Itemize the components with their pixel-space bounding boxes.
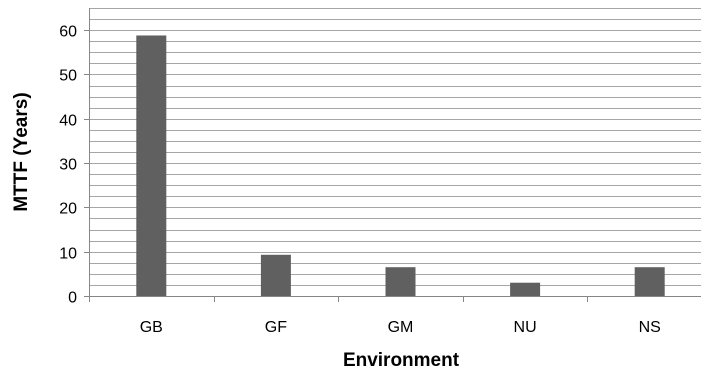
y-tick-label: 20	[59, 201, 77, 218]
bars	[136, 35, 665, 297]
x-axis-title: Environment	[343, 350, 460, 371]
bar-gm	[385, 267, 416, 296]
gridlines	[89, 8, 701, 286]
x-tick-label: GF	[265, 319, 287, 336]
axes	[89, 8, 701, 297]
x-tick-label: GB	[140, 319, 163, 336]
bar-gb	[136, 35, 167, 297]
y-tick-label: 60	[59, 24, 77, 41]
bar-gf	[260, 254, 291, 296]
y-tick-label: 40	[59, 113, 77, 130]
y-tick-label: 0	[68, 290, 77, 307]
bar-nu	[510, 282, 541, 296]
y-tick-labels: 0 10 20 30 40 50 60	[59, 24, 89, 307]
x-tick-label: NS	[639, 319, 661, 336]
bar-ns	[634, 267, 665, 296]
y-tick-label: 10	[59, 246, 77, 263]
y-axis-title: MTTF (Years)	[11, 92, 32, 211]
y-tick-label: 30	[59, 157, 77, 174]
x-tick-label: GM	[388, 319, 414, 336]
x-tick-label: NU	[514, 319, 537, 336]
y-tick-label: 50	[59, 68, 77, 85]
x-tick-labels: GB GF GM NU NS	[89, 296, 661, 336]
